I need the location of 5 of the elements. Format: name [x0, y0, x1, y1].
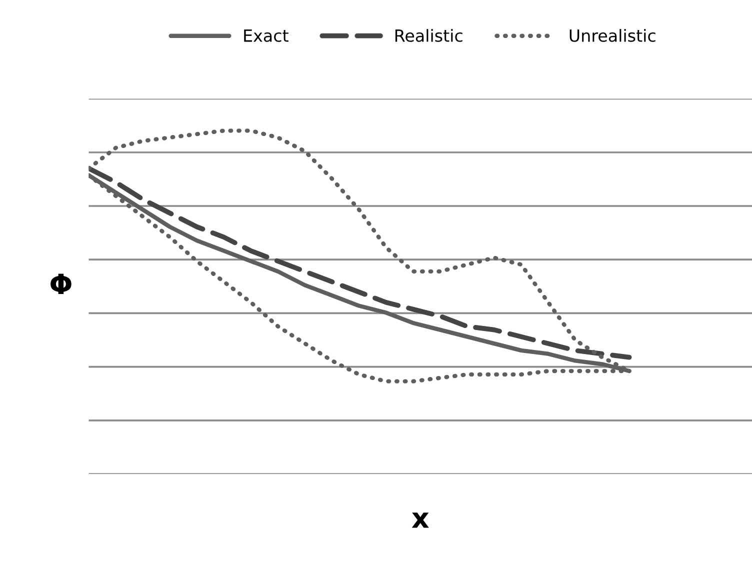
y-axis-title: Φ	[50, 274, 72, 294]
x-axis-title: x	[412, 512, 429, 528]
legend-label: Realistic	[395, 29, 462, 42]
legend-label: Exact	[244, 30, 288, 42]
legend-label: Unrealistic	[570, 29, 656, 42]
